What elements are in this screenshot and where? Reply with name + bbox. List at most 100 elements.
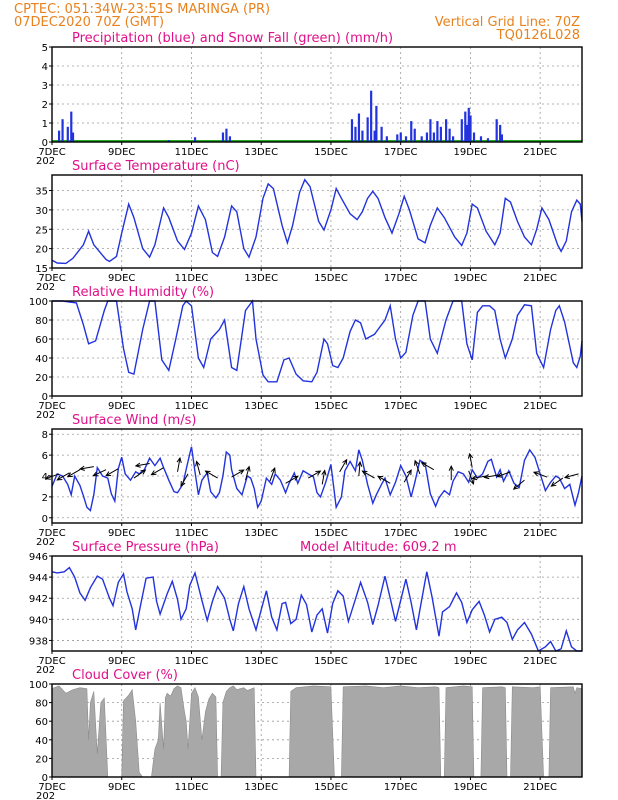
wind-vector-arrow [361,470,375,479]
y-tick-label: 4 [42,62,48,73]
precip-bar [429,119,432,142]
x-year-label: 202 [36,537,55,548]
precip-bar [71,132,75,142]
wind-arrow-shaft [564,473,579,479]
panel-subtitle: Model Altitude: 609.2 m [300,540,457,555]
wind-vector-arrow [134,462,150,468]
wind-arrow-head [292,475,299,481]
wind-arrow-head [563,473,570,479]
wind-arrow-shaft [403,469,412,483]
x-tick-label: 9DEC [108,528,135,539]
wind-arrow-shaft [245,466,250,481]
wind-arrow-shaft [285,475,298,484]
precip-bar [357,113,361,142]
y-tick-label: 944 [29,573,48,584]
panel-wind: 0 2 4 6 8 7DEC 9DEC 11DEC 13DEC 15DEC 17DEC 19DEC 21… [36,413,583,548]
y-tick-label: 5 [42,43,48,54]
y-tick-label: 80 [35,316,48,327]
x-tick-label: 15DEC [314,782,348,793]
precip-bar [479,136,483,142]
y-tick-label: 20 [35,245,48,256]
wind-vector-arrow [339,458,348,473]
precip-bar [436,121,439,142]
y-tick-label: 0 [42,514,48,525]
wind-arrow-shaft [497,471,511,478]
x-tick-label: 21DEC [523,147,557,158]
wind-arrow-head [56,475,63,481]
x-tick-label: 9DEC [108,273,135,284]
panel-frame [51,300,583,397]
x-tick-label: 15DEC [314,401,348,412]
y-tick-label: 6 [42,451,48,462]
wind-vector-arrow [308,470,322,479]
wind-vector-arrow [414,459,421,475]
wind-vector-arrow [195,460,201,476]
wind-arrow-shaft [180,473,189,487]
rh-line [52,299,583,383]
wind-arrow-shaft [196,461,201,476]
wind-vector-arrow [285,475,299,484]
y-tick-label: 3 [42,81,48,92]
wind-vector-arrow [78,465,94,471]
wind-vector-arrow [403,469,412,483]
y-tick-label: 1 [42,119,48,130]
x-tick-label: 15DEC [314,656,348,667]
panel-title: Precipitation (blue) and Snow Fall (gree… [72,31,393,46]
y-tick-label: 0 [42,773,48,784]
wind-arrow-head [532,471,540,477]
x-tick-label: 13DEC [244,147,278,158]
wind-arrow-shaft [358,462,361,477]
wind-arrow-shaft [421,462,435,471]
panel-title: Surface Temperature (nC) [72,159,240,174]
y-tick-label: 100 [29,680,48,691]
wind-vector-arrow [56,472,70,481]
wind-arrow-shaft [533,471,548,478]
precip-bar [354,126,357,142]
model-id-header: TQ0126L028 [496,28,580,43]
x-tick-label: 7DEC [38,528,65,539]
wind-arrow-shaft [135,462,150,467]
wind-arrow-shaft [414,460,421,475]
precip-bar [464,111,467,142]
wind-vector-arrow [231,469,245,478]
x-tick-label: 17DEC [384,782,418,793]
x-tick-label: 17DEC [384,401,418,412]
precip-bar [225,128,228,142]
wind-arrow-shaft [105,468,119,477]
y-tick-label: 0 [42,138,48,149]
wind-vector-arrow [448,465,454,481]
x-year-label: 202 [36,156,55,167]
wind-arrow-head [512,484,519,490]
x-tick-label: 9DEC [108,656,135,667]
wind-arrow-shaft [79,466,94,470]
x-tick-label: 7DEC [38,147,65,158]
panel-rh: 0 20 40 60 80 100 7DEC 9DEC 11DEC 13DEC 15DEC 17DEC… [29,285,583,421]
precip-bar [465,124,469,142]
precip-bar [221,132,225,142]
precip-bar [228,136,232,142]
wind-vector-arrow [133,469,147,479]
y-tick-label: 942 [29,594,48,605]
wind-arrow-head [315,470,322,476]
precip-bar [445,119,448,142]
precip-bar [451,136,455,142]
y-tick-label: 60 [35,717,48,728]
wind-arrow-shaft [67,469,81,478]
wind-vector-arrow [550,477,564,487]
wind-vector-arrow [269,466,276,482]
wind-arrow-shaft [269,467,276,482]
x-tick-label: 21DEC [523,656,557,667]
wind-arrow-head [550,481,557,487]
panel-temp: 15 20 25 30 35 7DEC 9DEC 11DEC 13DEC 15DEC 17DEC 19… [35,159,583,293]
wind-arrow-head [140,469,147,475]
x-tick-label: 11DEC [175,656,209,667]
wind-arrow-head [321,469,327,476]
x-tick-label: 17DEC [384,528,418,539]
wind-arrow-head [357,460,363,467]
panel-frame [51,428,583,524]
y-tick-label: 4 [42,472,48,483]
wind-arrow-shaft [133,469,146,479]
y-tick-label: 40 [35,736,48,747]
wind-vector-arrow [176,456,182,472]
wind-arrow-head [245,465,251,472]
